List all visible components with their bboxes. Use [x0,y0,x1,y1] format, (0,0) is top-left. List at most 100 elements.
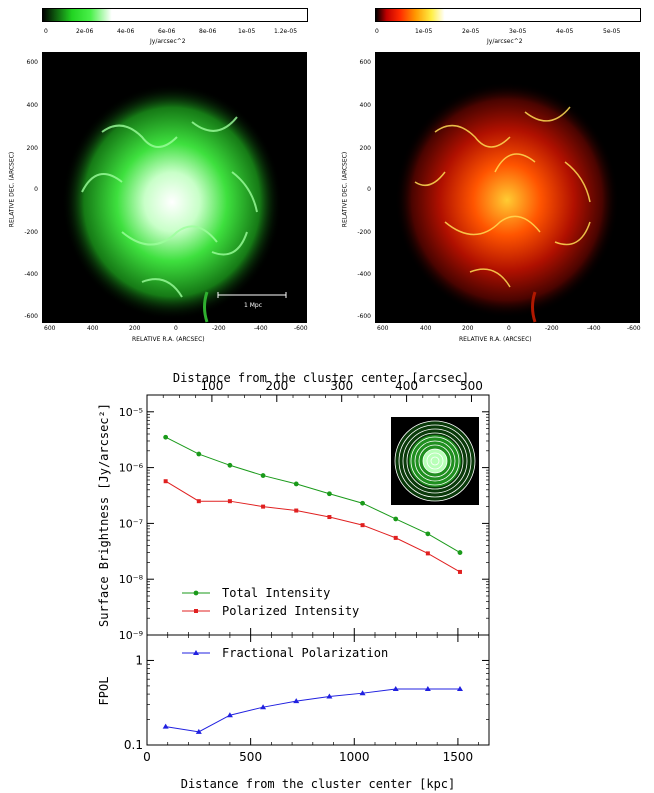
right-cbar-tick: 1e-05 [415,28,433,35]
right-cbar-tick: 0 [375,28,379,35]
polarized-intensity-point [196,499,201,504]
left-colorbar [42,8,308,22]
left-x-tick: -600 [294,325,308,332]
left-x-tick: 200 [129,325,141,332]
fpol-y-tick-label: 1 [135,653,143,667]
total-intensity-point [327,491,332,497]
legend-total-intensity: Total Intensity [222,586,330,600]
left-y-tick: 600 [26,59,38,66]
polarized-intensity-point [360,523,365,528]
brightness-x-ticks [146,628,479,635]
top-x-tick-label: 100 [200,379,223,393]
fpol-y-tick-label: 0.1 [124,738,143,752]
fpol-x-tick-label: 1500 [443,750,474,764]
left-colorbar-unit: Jy/arcsec^2 [150,38,186,45]
fpol-series [162,685,463,734]
right-x-tick: -400 [587,325,601,332]
fractional-polarization-point [293,698,300,704]
left-cbar-tick: 0 [44,28,48,35]
legend-polarized-intensity: Polarized Intensity [222,604,359,618]
fractional-polarization-point [195,728,202,734]
right-ylabel: RELATIVE DEC. (ARCSEC) [341,151,349,228]
radial-profile-figure: Distance from the cluster center [arcsec… [97,371,490,791]
brightness-y-tick-label: 10⁻⁹ [119,629,143,642]
left-x-tick: -200 [212,325,226,332]
total-intensity-point [163,434,169,440]
right-x-tick: -600 [627,325,641,332]
right-y-tick: 400 [359,102,371,109]
right-cbar-tick: 5e-05 [603,28,621,35]
brightness-legend: Total Intensity Polarized Intensity [182,586,359,618]
polarized-intensity-point [227,499,232,504]
left-radio-image: 1 Mpc [42,52,307,323]
annuli-inset-image [391,417,479,505]
legend-marker-fpol [193,650,199,655]
scale-bar-label: 1 Mpc [244,302,263,309]
total-intensity-point [360,500,365,506]
fractional-polarization-point [424,685,431,691]
left-cbar-tick: 6e-06 [158,28,176,35]
left-x-ticks: 600 400 200 0 -200 -400 -600 [42,325,308,335]
left-colorbar-ticks: 0 2e-06 4e-06 6e-06 8e-06 1e-05 1.2e-05 [42,28,308,38]
top-x-tick-label: 200 [265,379,288,393]
left-y-tick: 400 [26,102,38,109]
total-intensity-point [425,531,431,537]
fpol-plot-frame [146,634,490,746]
total-intensity-point [196,451,202,457]
right-colorbar-ticks: 0 1e-05 2e-05 3e-05 4e-05 5e-05 [375,28,641,38]
left-x-tick: 600 [44,325,56,332]
left-y-tick: -400 [24,271,38,278]
top-axis-ticks: 100 200 300 400 500 [146,379,483,402]
right-radio-image [375,52,640,323]
left-cbar-tick: 4e-06 [117,28,135,35]
polarized-intensity-point [327,515,332,520]
fractional-polarization-point [456,685,463,691]
right-y-tick: 200 [359,145,371,152]
right-x-ticks: 600 400 200 0 -200 -400 -600 [375,325,641,335]
fpol-x-tick-label: 0 [143,750,151,764]
left-cbar-tick: 8e-06 [199,28,217,35]
total-intensity-point [227,462,233,468]
right-x-tick: 600 [377,325,389,332]
top-x-tick-label: 500 [460,379,483,393]
fpol-x-ticks: 0 500 1000 1500 [143,635,479,764]
total-intensity-point [393,516,399,522]
fractional-polarization-point [226,712,233,718]
right-cbar-tick: 3e-05 [509,28,527,35]
fractional-polarization-point [162,723,169,729]
left-cbar-tick: 1.2e-05 [274,28,298,35]
polarized-intensity-point [294,508,299,513]
right-image-panel: 0 1e-05 2e-05 3e-05 4e-05 5e-05 Jy/arcse… [327,0,654,352]
right-cbar-tick: 4e-05 [556,28,574,35]
right-y-tick: 0 [367,186,371,193]
legend-marker-total [193,590,199,596]
right-colorbar-unit: Jy/arcsec^2 [487,38,523,45]
legend-marker-polarized [194,609,198,613]
brightness-y-tick-label: 10⁻⁵ [119,406,143,419]
left-cbar-tick: 1e-05 [238,28,256,35]
left-ylabel: RELATIVE DEC. (ARCSEC) [8,151,16,228]
brightness-y-tick-label: 10⁻⁶ [119,462,144,475]
fractional-polarization-point [392,685,399,691]
total-intensity-point [293,481,299,487]
right-y-tick: -200 [357,229,371,236]
polarized-intensity-point [457,569,462,574]
fpol-y-ticks: 10.1 [124,653,489,752]
left-y-tick: -200 [24,229,38,236]
fractional-polarization-point [359,690,366,696]
fpol-x-tick-label: 500 [239,750,262,764]
right-y-ticks: 600 400 200 0 -200 -400 -600 [353,52,375,323]
total-intensity-point [260,473,266,478]
right-x-tick: -200 [545,325,559,332]
fractional-polarization-point [326,693,333,699]
left-x-tick: 0 [174,325,178,332]
brightness-y-tick-label: 10⁻⁸ [119,573,144,586]
top-x-tick-label: 300 [330,379,353,393]
right-xlabel: RELATIVE R.A. (ARCSEC) [459,336,532,343]
left-x-tick: 400 [87,325,99,332]
right-polarized-emission [395,82,619,323]
top-axis-label: Distance from the cluster center [arcsec… [173,371,469,385]
fpol-x-tick-label: 1000 [339,750,370,764]
brightness-y-tick-label: 10⁻⁷ [119,517,143,530]
right-y-tick: -400 [357,271,371,278]
